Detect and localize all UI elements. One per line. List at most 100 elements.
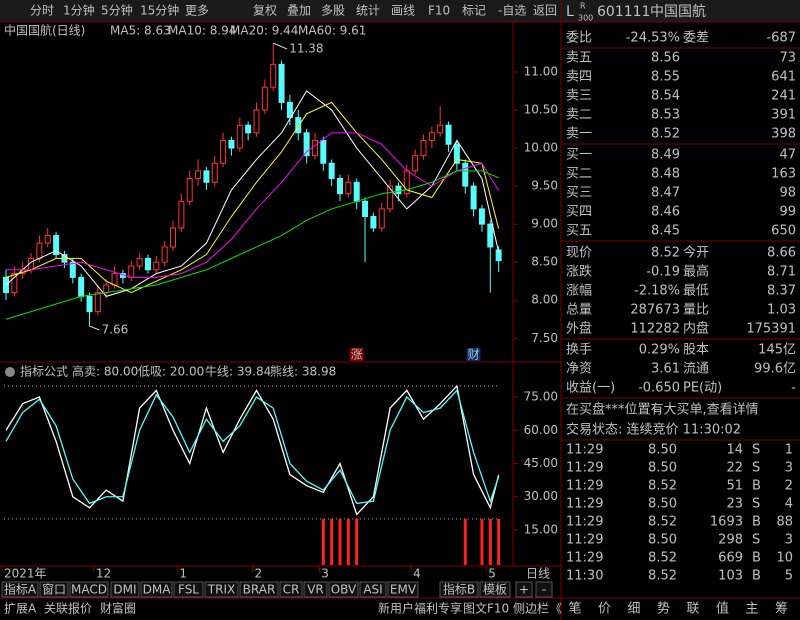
order-label: 买三 [566,186,592,201]
trade-count: 3 [785,533,793,548]
indicator-tab[interactable]: 模板 [483,583,507,597]
tab-bg[interactable] [1,581,39,598]
indicator-tab[interactable]: FSL [178,583,199,597]
footer-button[interactable]: 图文F10 [463,601,509,616]
indicator-tab[interactable]: CR [283,583,300,597]
panel-tab[interactable]: 价 [598,602,611,617]
panel-tab[interactable]: 势 [657,601,670,617]
field-label: 流通 [683,362,709,377]
y-tick-label: 9.00 [531,217,558,231]
trade-volume: 22 [726,461,743,476]
tab-bg[interactable] [39,581,69,598]
tab-bg[interactable] [439,581,479,598]
event-marker[interactable]: 涨 [351,347,363,362]
toolbar-button[interactable]: 分时 [30,4,54,18]
indicator-tab[interactable]: BRAR [243,583,276,597]
toolbar-button[interactable]: F10 [428,4,450,18]
footer-button[interactable]: 《 [550,602,562,616]
low-annotation: 7.66 [102,323,129,337]
panel-tab[interactable]: 笔 [568,601,581,617]
candle-body [220,139,227,164]
candle-body [144,257,151,271]
footer-button[interactable]: 扩展A [4,602,37,616]
footer-button[interactable]: 新用户福利专享 [378,601,462,616]
toolbar-button[interactable]: 复权 [253,4,277,18]
toolbar-button[interactable]: 多股 [321,4,345,18]
trade-volume: 14 [726,443,743,458]
notice[interactable]: 在买盘***位置有大买单,查看详情 [566,402,759,418]
field-value: -2.18% [634,284,680,299]
candle-body [270,63,277,88]
indicator-tab[interactable]: TRIX [207,583,235,597]
toolbar-button[interactable]: 标记 [462,4,486,18]
tab-bg[interactable] [303,581,328,598]
tab-bg[interactable] [535,581,553,598]
tab-bg[interactable] [204,581,239,598]
trade-side: B [752,515,761,530]
footer-button[interactable]: 关联报价 [44,601,92,616]
tab-bg[interactable] [69,581,109,598]
field-value: -687 [766,31,796,46]
candle-body [462,162,469,187]
toolbar-button[interactable]: 叠加 [287,4,311,18]
panel-tab[interactable]: 联 [686,602,699,617]
toolbar-button[interactable]: 返回 [533,4,557,18]
trade-price: 8.52 [648,479,677,494]
order-price: 8.53 [651,108,680,123]
indicator-tab[interactable]: + [519,583,529,597]
x-tick-label: 5 [488,567,496,581]
indicator-tab[interactable]: ASI [363,583,382,597]
panel-tab[interactable]: 值 [716,601,729,617]
indicator-tab[interactable]: MACD [71,583,107,597]
y-tick-label: 10.00 [524,141,558,155]
tab-bg[interactable] [140,581,173,598]
toolbar-button[interactable]: 更多 [185,4,209,18]
order-volume: 99 [779,205,796,220]
order-volume: 98 [779,186,796,201]
menu-icon[interactable] [5,367,15,377]
indicator-tab[interactable]: 窗口 [42,583,66,597]
tab-bg[interactable] [479,581,511,598]
tab-bg[interactable] [279,581,303,598]
indicator-line [5,389,500,505]
footer-button[interactable]: 财富圈 [100,601,136,616]
ma-legend: MA5: 8.63 [110,24,171,38]
tab-bg[interactable] [359,581,387,598]
event-marker[interactable]: 财 [468,348,480,362]
field-label: 外盘 [566,321,592,337]
tab-bg[interactable] [173,581,204,598]
toolbar-button[interactable]: 1分钟 [63,3,95,18]
trade-count: 88 [776,515,793,530]
candle-body [36,242,43,259]
tab-bg[interactable] [515,581,533,598]
indicator-tab[interactable]: DMI [113,583,136,597]
signal-bar [338,518,342,565]
field-label: 涨跌 [566,264,592,280]
tab-bg[interactable] [110,581,140,598]
trade-side: B [752,569,761,584]
candle-body [362,200,369,218]
indicator-tab[interactable]: EMV [390,583,417,597]
indicator-tab[interactable]: 指标A [4,582,37,597]
trade-volume: 51 [726,479,743,494]
toolbar-button[interactable]: -自选 [498,4,526,18]
tab-bg[interactable] [328,581,359,598]
toolbar-button[interactable]: 15分钟 [140,3,179,18]
candle-body [420,139,427,157]
y-tick-label: 10.50 [524,103,558,117]
panel-tab[interactable]: 主 [745,602,758,617]
toolbar-button[interactable]: 5分钟 [101,3,133,18]
indicator-tab[interactable]: VR [307,583,324,597]
tab-bg[interactable] [239,581,279,598]
indicator-tab[interactable]: 指标B [443,582,475,597]
indicator-tab[interactable]: - [542,583,546,597]
toolbar-button[interactable]: 统计 [356,4,380,18]
panel-tab[interactable]: 筹 [775,601,788,617]
indicator-tab[interactable]: OBV [331,583,357,597]
toolbar-button[interactable]: 画线 [391,4,415,18]
indicator-tab[interactable]: DMA [143,583,172,597]
panel-tab[interactable]: 细 [627,602,640,617]
footer-button[interactable]: 侧边栏 [513,601,549,616]
tab-bg[interactable] [387,581,419,598]
